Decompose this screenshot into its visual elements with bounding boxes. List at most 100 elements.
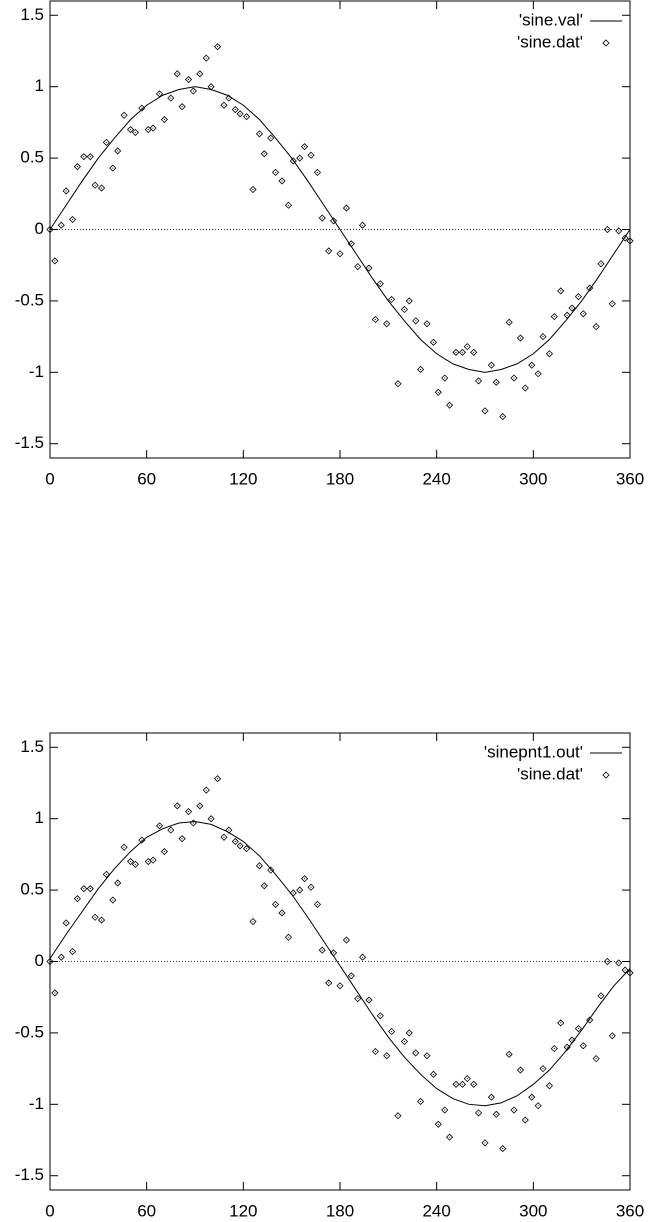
x-tick-label: 360 — [616, 469, 644, 488]
data-point — [499, 1145, 507, 1153]
data-point — [278, 177, 286, 185]
data-point — [284, 201, 293, 209]
data-point — [57, 953, 65, 961]
data-point — [621, 234, 629, 242]
data-point — [131, 128, 139, 136]
legend-label: 'sine.val' — [519, 10, 583, 29]
data-point — [626, 237, 634, 245]
data-point — [131, 860, 139, 868]
legend-label: 'sine.dat' — [517, 32, 583, 51]
legend-label: 'sinepnt1.out' — [484, 742, 583, 761]
data-point — [621, 966, 629, 974]
data-point — [452, 348, 460, 356]
data-point — [505, 318, 513, 326]
data-point — [463, 343, 471, 351]
data-point — [271, 168, 280, 176]
data-point — [300, 875, 309, 883]
data-point — [313, 900, 322, 908]
data-point — [416, 1097, 425, 1106]
data-point — [167, 826, 175, 834]
data-point — [160, 847, 168, 856]
data-point — [423, 1052, 431, 1060]
data-point — [296, 886, 304, 894]
data-point — [371, 1047, 380, 1056]
data-point — [91, 181, 99, 189]
data-point — [563, 1043, 571, 1051]
data-point — [342, 204, 351, 212]
data-point — [597, 992, 605, 1000]
x-tick-label: 180 — [326, 1201, 354, 1220]
data-point — [400, 305, 409, 314]
y-tick-label: 0 — [35, 951, 44, 970]
data-point — [510, 374, 518, 382]
data-point — [196, 802, 204, 810]
data-point — [149, 856, 157, 864]
data-point — [318, 214, 326, 222]
data-point — [603, 225, 612, 234]
data-point — [213, 43, 222, 51]
data-point — [481, 407, 489, 415]
x-tick-label: 240 — [422, 1201, 450, 1220]
data-point — [452, 1080, 460, 1088]
data-point — [207, 83, 215, 91]
x-tick-label: 180 — [326, 469, 354, 488]
y-tick-label: 0 — [35, 219, 44, 238]
data-point — [120, 111, 128, 119]
data-point — [470, 348, 478, 356]
data-point — [354, 263, 362, 271]
data-point — [329, 949, 338, 957]
data-point — [371, 315, 380, 324]
data-point — [202, 786, 210, 794]
data-point — [325, 979, 333, 987]
data-point — [225, 94, 233, 102]
data-point — [325, 247, 333, 255]
data-point — [225, 826, 233, 834]
data-point — [563, 311, 571, 319]
data-point — [231, 105, 239, 114]
x-tick-label: 240 — [422, 469, 450, 488]
data-point — [557, 287, 565, 295]
data-point — [336, 982, 344, 990]
data-point — [155, 822, 164, 830]
data-point — [534, 1102, 542, 1110]
y-tick-label: -1 — [29, 362, 44, 381]
data-point — [416, 365, 425, 374]
data-point — [284, 933, 293, 941]
data-point — [342, 936, 351, 944]
legend-marker — [602, 39, 610, 47]
data-point — [516, 334, 525, 342]
data-point — [138, 104, 146, 112]
data-point — [539, 1065, 547, 1073]
data-point — [597, 260, 605, 268]
data-point — [358, 221, 367, 229]
data-point — [574, 1025, 583, 1033]
data-point — [289, 157, 297, 165]
data-point — [68, 215, 77, 224]
x-tick-label: 120 — [229, 469, 257, 488]
data-point — [86, 885, 94, 893]
data-point — [510, 1106, 518, 1114]
data-point — [149, 124, 157, 132]
data-point — [568, 304, 576, 312]
data-point — [73, 163, 81, 171]
data-point — [608, 300, 616, 308]
x-tick-label: 60 — [137, 1201, 156, 1220]
data-point — [249, 917, 257, 926]
data-point — [109, 164, 117, 172]
data-point — [231, 837, 239, 846]
data-point — [492, 1110, 500, 1118]
data-point — [62, 187, 70, 195]
data-point — [487, 361, 496, 369]
data-point — [586, 1016, 594, 1024]
y-tick-label: -1.5 — [15, 433, 44, 452]
data-point — [492, 378, 500, 386]
y-tick-label: -1 — [29, 1094, 44, 1113]
data-line — [49, 821, 631, 1107]
data-point — [313, 168, 322, 176]
data-point — [271, 900, 280, 908]
data-point — [354, 995, 362, 1003]
data-point — [126, 125, 135, 134]
y-tick-label: 1.5 — [20, 5, 44, 24]
data-point — [207, 815, 215, 823]
data-point — [499, 413, 507, 421]
